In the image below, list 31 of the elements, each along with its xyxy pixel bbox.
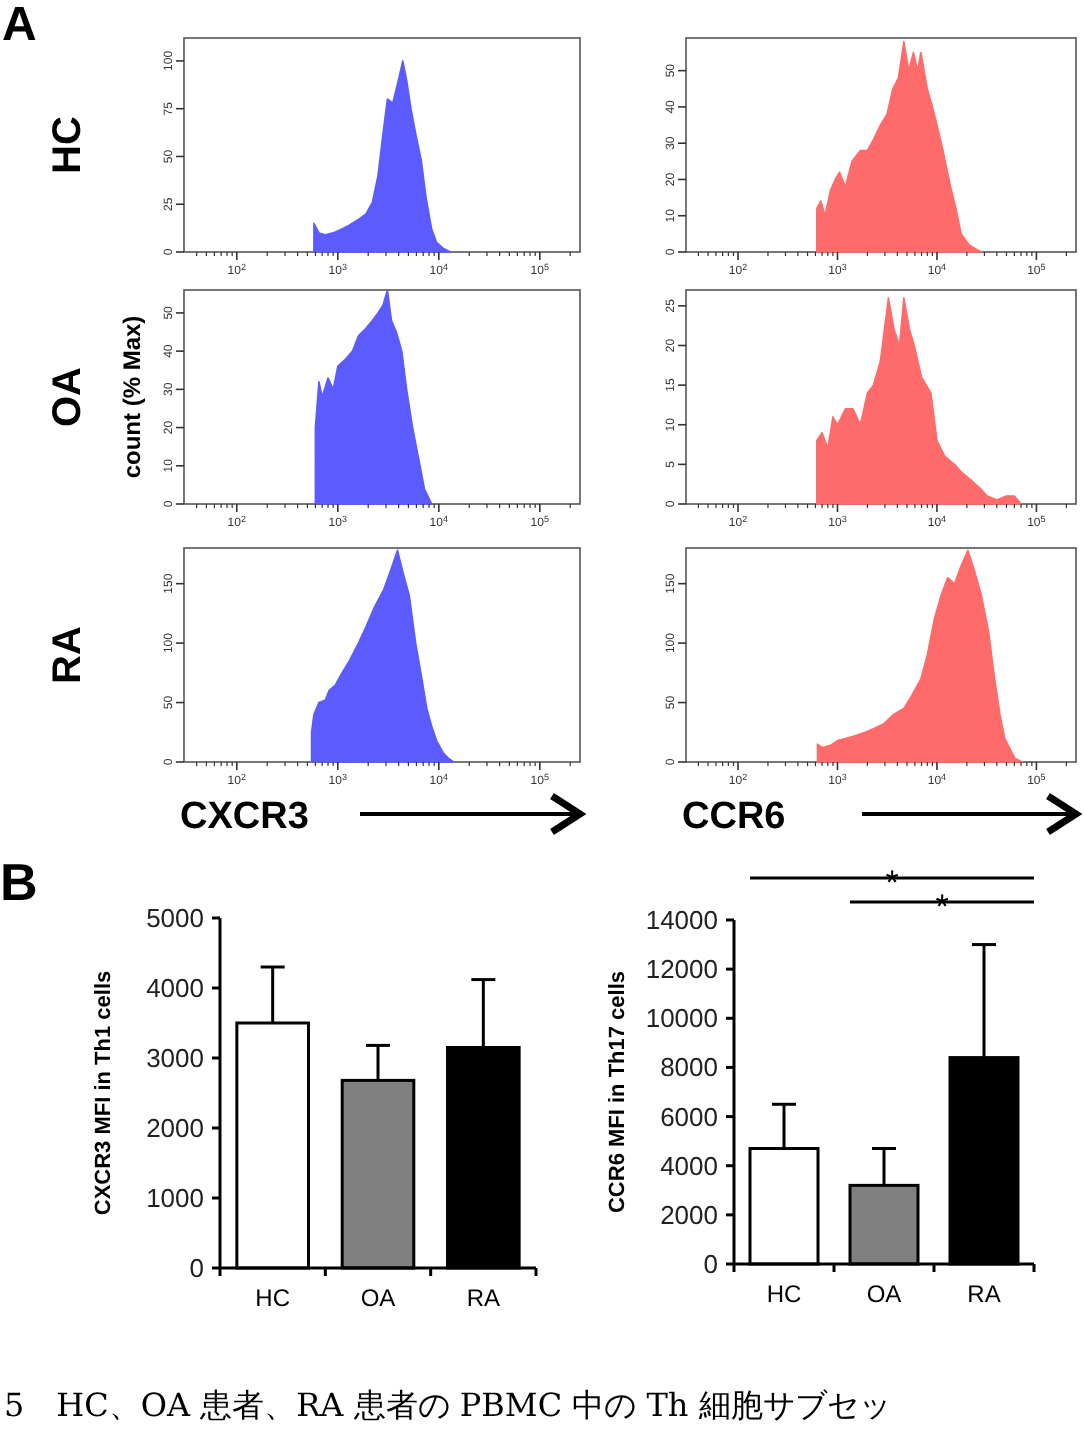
x-tick-label: OA	[866, 1280, 902, 1308]
y-tick-label: 0	[703, 1249, 718, 1279]
x-tick-label: HC	[766, 1280, 802, 1308]
y-tick-label: 3000	[146, 1043, 204, 1073]
x-axis-title: CCR6	[682, 796, 786, 838]
x-tick-label: HC	[255, 1284, 291, 1312]
text: B	[0, 852, 38, 912]
y-tick-label: 14000	[645, 905, 718, 935]
y-tick-label: 2000	[146, 1113, 204, 1143]
text: OA	[46, 367, 90, 427]
y-axis-title: CCR6 MFI in Th17 cells	[606, 970, 630, 1214]
y-tick-label: 5000	[146, 903, 204, 933]
y-tick-label: 8000	[660, 1052, 718, 1083]
y-tick-label: 4000	[660, 1150, 718, 1181]
x-tick-label: OA	[360, 1284, 396, 1312]
text: 5 HC、OA 患者、RA 患者の PBMC 中の Th 細胞サブセッ	[4, 1386, 891, 1424]
y-tick-label: 2000	[660, 1199, 718, 1230]
text: A	[2, 0, 37, 52]
text: RA	[46, 626, 90, 684]
y-axis-title: CXCR3 MFI in Th1 cells	[92, 970, 116, 1216]
y-tick-label: 4000	[146, 973, 204, 1003]
y-tick-label: 10000	[645, 1003, 718, 1034]
x-tick-label: RA	[967, 1280, 1001, 1308]
y-tick-label: 6000	[660, 1101, 718, 1132]
y-axis-title: count (% Max)	[118, 315, 146, 479]
text: HC	[46, 116, 90, 174]
y-tick-label: 1000	[146, 1183, 204, 1213]
x-axis-title: CXCR3	[180, 796, 309, 838]
x-tick-label: RA	[466, 1284, 501, 1312]
y-tick-label: 0	[189, 1253, 204, 1283]
y-tick-label: 12000	[645, 954, 718, 985]
